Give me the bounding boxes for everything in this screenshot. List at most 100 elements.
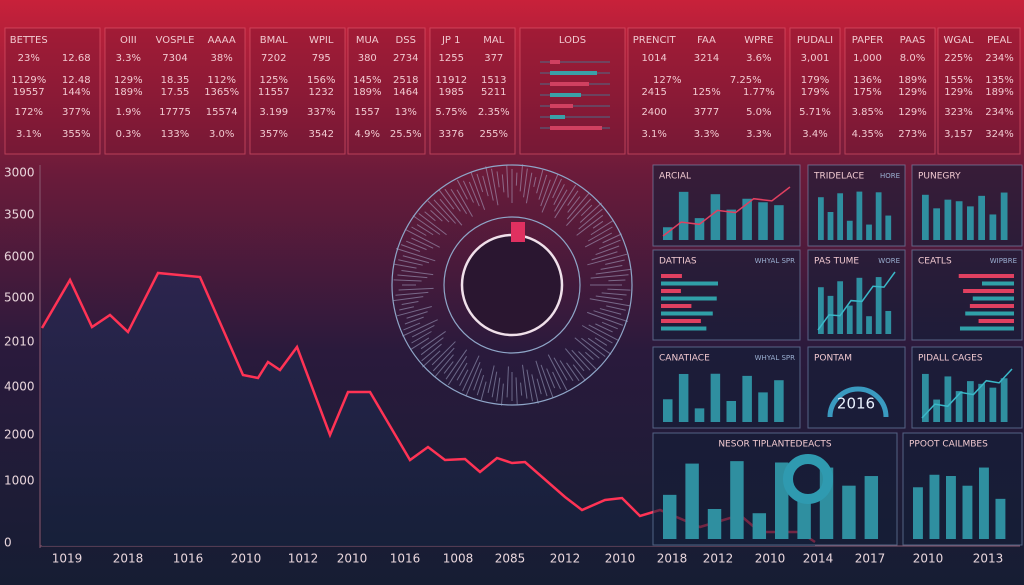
radial-tick (587, 226, 613, 242)
radial-tick (410, 337, 430, 350)
table-cell: 2415 (641, 87, 666, 98)
ring (391, 164, 633, 406)
bar (726, 400, 737, 422)
table-cell: 11912 (435, 75, 467, 86)
radial-tick (398, 259, 423, 266)
table-cell: 3376 (439, 129, 464, 140)
radial-tick (411, 324, 435, 338)
radial-tick (506, 366, 509, 398)
bar (1000, 378, 1008, 422)
hbar (661, 326, 707, 331)
x-tick-label: 1019 (52, 552, 83, 566)
radial-tick (445, 349, 468, 380)
bar (818, 197, 824, 240)
radial-tick (595, 323, 613, 333)
spark (662, 186, 791, 237)
bar (685, 463, 699, 539)
bar (678, 373, 689, 422)
table-cell: 357% (259, 129, 288, 140)
table-cell: 323% (944, 107, 973, 118)
bar (797, 498, 811, 539)
radial-tick (506, 165, 509, 198)
radial-tick (439, 198, 463, 226)
radial-tick (443, 361, 454, 374)
radial-tick (599, 308, 622, 315)
radial-tick (536, 378, 542, 395)
bar (967, 206, 974, 240)
radial-tick (579, 202, 602, 223)
panel-subtitle: HORE (880, 172, 900, 180)
radial-tick (438, 189, 455, 210)
table-cell: 155% (944, 75, 973, 86)
panel-title: DATTIAS (659, 257, 697, 267)
table-panel (429, 27, 516, 155)
bar (663, 494, 677, 539)
radial-tick (480, 381, 487, 401)
bar (933, 399, 940, 422)
table-cell: 15574 (206, 107, 238, 118)
radial-tick (605, 259, 625, 265)
bar (774, 205, 784, 240)
table-cell: 3214 (694, 53, 719, 64)
bar (758, 392, 768, 422)
bar (995, 498, 1006, 539)
table-cell: 273% (898, 129, 927, 140)
radial-tick (405, 229, 440, 248)
radial-tick (402, 319, 438, 337)
x-tick-label: 2018 (113, 552, 144, 566)
table-header: WPRE (744, 35, 773, 46)
bar (989, 214, 997, 240)
gauge-arc (827, 386, 889, 418)
table-panel (937, 27, 1021, 155)
table-cell: 23% (18, 53, 40, 64)
radial-tick (595, 245, 620, 256)
bar (742, 198, 752, 240)
bar (774, 380, 784, 422)
table-cell: 2400 (641, 107, 666, 118)
table-cell: 189% (114, 87, 143, 98)
radial-tick (401, 301, 419, 305)
x-tick-label: 2012 (703, 552, 734, 566)
radial-tick (433, 199, 456, 224)
radial-tick (540, 179, 551, 207)
table-cell: 380 (358, 53, 377, 64)
table-cell: 3.3% (116, 53, 141, 64)
radial-tick (564, 348, 585, 372)
table-cell: 1232 (309, 87, 334, 98)
bar (818, 287, 824, 334)
radial-tick (553, 184, 565, 205)
table-cell: 125% (259, 75, 288, 86)
table-cell: 179% (801, 75, 830, 86)
x-tick-label: 1012 (288, 552, 319, 566)
radial-tick (559, 360, 574, 381)
bar (864, 476, 879, 539)
table-cell: 795 (312, 53, 331, 64)
radial-tick (412, 215, 441, 235)
radial-tick (592, 220, 604, 229)
radial-tick (520, 382, 523, 396)
table-cell: 3.85% (852, 107, 884, 118)
radial-tick (411, 331, 432, 344)
table-cell: 3.199 (259, 107, 288, 118)
mini-bar (550, 82, 589, 86)
hbar (661, 311, 713, 316)
radial-tick (406, 311, 428, 319)
radial-tick (424, 211, 436, 222)
table-cell: 125% (692, 87, 721, 98)
radial-tick (427, 200, 450, 223)
hbar (661, 274, 682, 278)
bar (875, 192, 882, 240)
panel-title: PONTAM (814, 354, 852, 364)
table-cell: 255% (479, 129, 508, 140)
radial-tick (447, 355, 468, 386)
table-cell: 1.77% (743, 87, 775, 98)
bar (837, 193, 844, 240)
table-cell: 12.68 (62, 53, 91, 64)
panel-title: TRIDELACE (813, 172, 865, 182)
table-header: LODS (559, 35, 586, 46)
table-cell: 3.1% (641, 129, 666, 140)
radial-tick (456, 189, 473, 217)
table-header: BETTES (10, 35, 48, 46)
mini-bar (550, 60, 560, 64)
table-cell: 13% (395, 107, 417, 118)
